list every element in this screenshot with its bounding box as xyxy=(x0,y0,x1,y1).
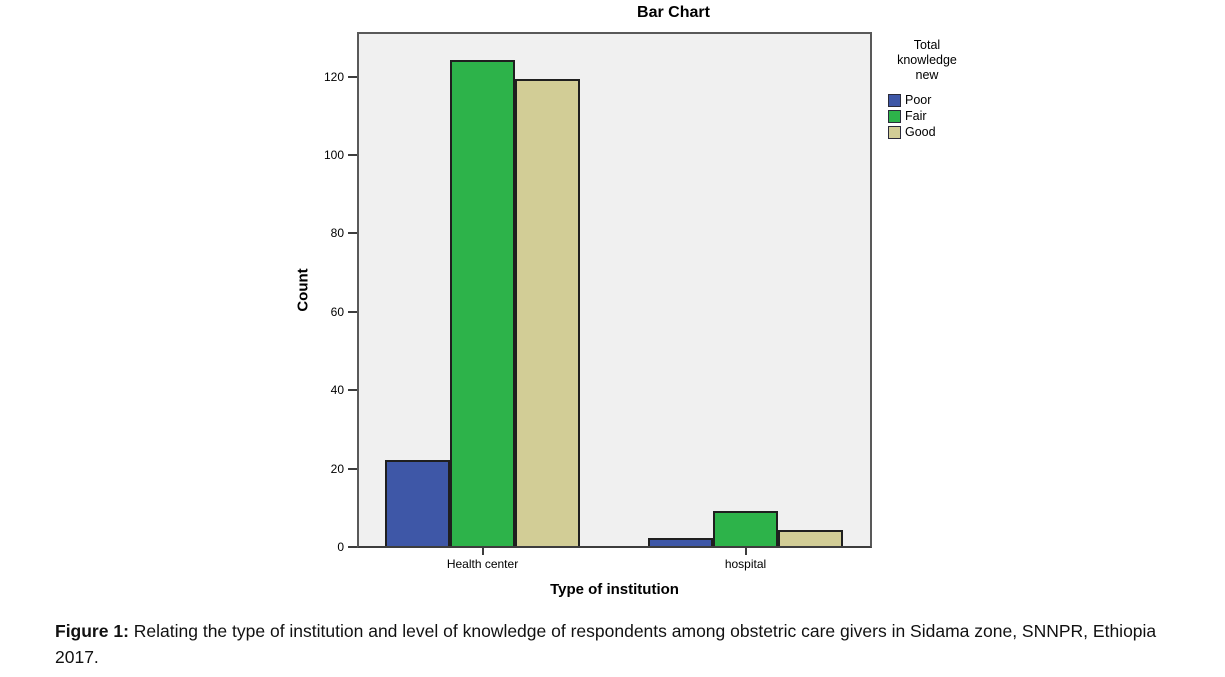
y-tick-mark xyxy=(348,546,357,548)
legend-item-fair: Fair xyxy=(888,108,984,124)
y-tick-label: 120 xyxy=(323,69,344,84)
legend-item-good: Good xyxy=(888,124,984,140)
bar-fair-hospital xyxy=(713,511,778,546)
y-tick-mark xyxy=(348,75,357,78)
legend-swatch-good xyxy=(888,125,901,139)
figure-caption: Figure 1: Relating the type of instituti… xyxy=(55,618,1190,670)
y-tick-mark xyxy=(348,232,357,235)
figure-caption-text: Relating the type of institution and lev… xyxy=(55,621,1157,667)
plot-area xyxy=(357,32,872,548)
y-tick-label: 40 xyxy=(330,383,344,398)
legend-item-poor: Poor xyxy=(888,92,984,108)
x-tick-mark xyxy=(744,548,747,555)
bar-poor-hospital xyxy=(648,538,713,546)
y-tick-mark xyxy=(348,310,357,313)
x-axis-title: Type of institution xyxy=(550,581,679,598)
legend-swatch-fair xyxy=(888,109,901,123)
y-tick-label: 60 xyxy=(330,304,344,319)
legend-label: Fair xyxy=(905,109,927,123)
bar-good-health-center xyxy=(515,79,580,546)
y-tick-label: 20 xyxy=(330,461,344,476)
legend-items: Poor Fair Good xyxy=(888,92,984,140)
legend-title: Total knowledge new xyxy=(897,38,957,82)
legend: Total knowledge new Poor Fair Good xyxy=(884,38,984,140)
y-tick-mark xyxy=(348,153,357,156)
y-tick-label: 80 xyxy=(330,226,344,241)
x-tick-label: hospital xyxy=(724,557,767,571)
legend-swatch-poor xyxy=(888,93,901,107)
x-tick-label: Health center xyxy=(446,557,519,571)
legend-label: Poor xyxy=(905,93,932,107)
bar-poor-health-center xyxy=(385,460,450,546)
y-tick-label: 0 xyxy=(337,540,344,554)
figure-caption-label: Figure 1: xyxy=(55,621,129,641)
x-tick-mark xyxy=(481,548,484,555)
y-tick-label: 100 xyxy=(323,147,344,162)
y-tick-mark xyxy=(348,467,357,470)
y-tick-mark xyxy=(348,389,357,392)
legend-label: Good xyxy=(905,125,936,139)
bar-fair-health-center xyxy=(450,60,515,546)
bar-good-hospital xyxy=(778,530,843,546)
chart-title: Bar Chart xyxy=(637,4,710,21)
